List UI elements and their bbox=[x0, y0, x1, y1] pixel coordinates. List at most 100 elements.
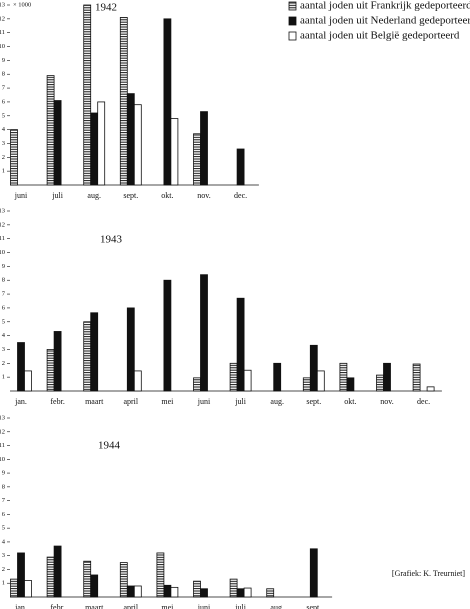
bar bbox=[346, 377, 355, 392]
bar bbox=[170, 118, 179, 186]
y-tick-label: 2 bbox=[2, 566, 5, 573]
x-tick-label: maart bbox=[85, 603, 104, 609]
x-tick-label: mei bbox=[161, 603, 174, 609]
y-tick-label: 6 bbox=[2, 304, 6, 311]
y-tick-label: 2 bbox=[2, 360, 5, 367]
y-tick-label: 9 bbox=[2, 57, 5, 64]
bar bbox=[200, 588, 208, 598]
y-tick-label: 5 bbox=[2, 525, 5, 532]
y-tick-label: 3 bbox=[2, 346, 5, 353]
bar bbox=[193, 580, 201, 598]
credit: [Grafiek: K. Treurniet] bbox=[392, 569, 465, 578]
x-tick-label: jan. bbox=[14, 397, 27, 406]
bar bbox=[316, 370, 325, 392]
bar bbox=[46, 349, 55, 392]
bar bbox=[163, 18, 172, 186]
y-tick-label: 13 bbox=[0, 414, 5, 421]
x-tick-label: april bbox=[123, 397, 138, 406]
y-tick-label: 12 bbox=[0, 15, 5, 22]
legend-swatch bbox=[288, 1, 297, 11]
y-tick-label: 11 bbox=[0, 29, 5, 36]
bar bbox=[119, 17, 128, 186]
y-unit: × 1000 bbox=[13, 1, 31, 8]
bar bbox=[97, 101, 106, 186]
bar bbox=[17, 342, 25, 392]
x-tick-label: okt. bbox=[161, 191, 173, 200]
panel-title: 1943 bbox=[100, 234, 123, 246]
bar bbox=[376, 374, 384, 392]
y-tick-label: 3 bbox=[2, 140, 5, 147]
x-tick-label: aug. bbox=[87, 191, 101, 200]
legend-swatch bbox=[288, 16, 297, 26]
y-tick-label: 7 bbox=[2, 85, 6, 92]
bar bbox=[53, 331, 62, 392]
y-tick-label: 10 bbox=[0, 456, 5, 463]
y-tick-label: 12 bbox=[0, 221, 5, 228]
x-tick-label: febr. bbox=[50, 397, 64, 406]
bar bbox=[17, 552, 25, 598]
bar bbox=[83, 560, 92, 598]
x-tick-label: juli bbox=[234, 397, 246, 406]
bar bbox=[126, 585, 135, 598]
bar bbox=[302, 377, 311, 392]
bar bbox=[236, 588, 245, 598]
bar bbox=[126, 93, 135, 186]
bar bbox=[193, 377, 201, 392]
legend-label: aantal joden uit Frankrijk gedeporteerd bbox=[300, 0, 470, 12]
x-tick-label: juni bbox=[14, 191, 28, 200]
legend-label: aantal joden uit België gedeporteerd bbox=[300, 30, 460, 42]
y-tick-label: 3 bbox=[2, 552, 5, 559]
bar bbox=[383, 362, 391, 392]
y-tick-label: 6 bbox=[2, 98, 6, 105]
x-tick-label: jan. bbox=[14, 603, 27, 609]
bar bbox=[90, 312, 99, 392]
bar bbox=[163, 279, 172, 392]
bar bbox=[200, 111, 208, 186]
bar bbox=[193, 133, 201, 186]
bar bbox=[229, 362, 238, 392]
y-tick-label: 1 bbox=[2, 374, 5, 381]
y-tick-label: 11 bbox=[0, 235, 5, 242]
bar bbox=[24, 580, 32, 598]
y-tick-label: 6 bbox=[2, 511, 6, 518]
bar bbox=[83, 321, 92, 392]
bar bbox=[309, 548, 318, 598]
bar bbox=[133, 370, 142, 392]
bar bbox=[24, 370, 32, 392]
x-tick-label: maart bbox=[85, 397, 104, 406]
x-tick-label: juli bbox=[51, 191, 63, 200]
x-tick-label: febr. bbox=[50, 603, 64, 609]
bar bbox=[53, 100, 62, 186]
bar bbox=[339, 362, 348, 392]
y-tick-label: 5 bbox=[2, 318, 5, 325]
y-tick-label: 10 bbox=[0, 43, 5, 50]
x-tick-label: aug. bbox=[270, 397, 284, 406]
x-tick-label: juni bbox=[197, 603, 211, 609]
bar bbox=[156, 552, 165, 598]
bar bbox=[309, 344, 318, 392]
panel-title: 1942 bbox=[95, 2, 117, 14]
legend-label: aantal joden uit Nederland gedeporteerd bbox=[300, 15, 470, 27]
bar bbox=[236, 297, 245, 392]
y-tick-label: 9 bbox=[2, 470, 5, 477]
bar bbox=[90, 574, 99, 598]
bar bbox=[133, 104, 142, 186]
x-tick-label: dec. bbox=[234, 191, 247, 200]
x-tick-label: nov. bbox=[380, 397, 393, 406]
y-tick-label: 4 bbox=[2, 126, 6, 133]
y-tick-label: 7 bbox=[2, 291, 6, 298]
y-tick-label: 8 bbox=[2, 71, 5, 78]
x-tick-label: april bbox=[123, 603, 138, 609]
bar bbox=[10, 129, 18, 186]
bar bbox=[426, 386, 435, 392]
y-tick-label: 5 bbox=[2, 112, 5, 119]
bar bbox=[46, 75, 55, 186]
bar bbox=[236, 148, 245, 186]
y-tick-label: 1 bbox=[2, 168, 5, 175]
bar bbox=[10, 578, 18, 598]
bar bbox=[46, 556, 55, 598]
bar bbox=[83, 4, 92, 186]
bar bbox=[229, 578, 238, 598]
y-tick-label: 13 bbox=[0, 1, 5, 8]
